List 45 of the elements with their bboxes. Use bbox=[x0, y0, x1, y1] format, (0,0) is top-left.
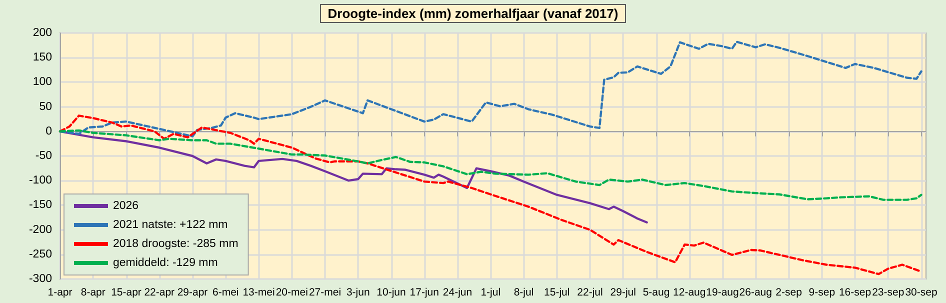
x-tick-label: 5-aug bbox=[642, 286, 670, 298]
y-tick-label: 150 bbox=[32, 52, 52, 64]
y-tick-label: -250 bbox=[28, 248, 52, 260]
x-tick-label: 22-apr bbox=[144, 286, 176, 298]
x-tick-label: 13-mei bbox=[242, 286, 275, 298]
x-tick-label: 27-mei bbox=[308, 286, 342, 298]
x-tick-label: 20-mei bbox=[276, 286, 308, 298]
x-tick-label: 26-aug bbox=[739, 286, 772, 298]
x-tick-label: 17-jun bbox=[410, 286, 440, 298]
legend-label: gemiddeld: -129 mm bbox=[113, 257, 218, 269]
x-tick-label: 30-sep bbox=[905, 286, 938, 298]
x-tick-label: 12-aug bbox=[673, 286, 706, 298]
legend-label: 2021 natste: +122 mm bbox=[113, 219, 228, 231]
y-tick-label: -300 bbox=[28, 273, 52, 285]
x-tick-label: 8-apr bbox=[80, 286, 106, 298]
y-tick-label: 200 bbox=[32, 27, 52, 39]
line-series bbox=[58, 129, 922, 201]
x-tick-label: 29-apr bbox=[177, 286, 208, 298]
x-tick-label: 15-jul bbox=[544, 286, 570, 298]
x-tick-label: 10-jun bbox=[376, 286, 406, 298]
legend-label: 2018 droogste: -285 mm bbox=[113, 238, 238, 250]
y-tick-label: -150 bbox=[28, 199, 52, 212]
x-tick-label: 15-apr bbox=[111, 286, 142, 298]
y-tick-label: -50 bbox=[35, 150, 52, 162]
x-tick-label: 1-jul bbox=[480, 286, 501, 298]
line-series bbox=[58, 114, 922, 276]
x-tick-label: 23-sep bbox=[872, 286, 904, 298]
chart-title: Droogte-index (mm) zomerhalfjaar (vanaf 2017) bbox=[328, 6, 618, 21]
y-tick-label: 0 bbox=[46, 125, 52, 138]
y-tick-label: 100 bbox=[32, 76, 52, 88]
x-tick-label: 9-sep bbox=[808, 286, 836, 298]
y-tick-label: 50 bbox=[39, 100, 52, 113]
x-tick-label: 3-jun bbox=[346, 286, 370, 298]
x-tick-label: 2-sep bbox=[776, 286, 802, 298]
x-tick-label: 29-jul bbox=[610, 286, 636, 298]
x-tick-label: 22-jul bbox=[577, 286, 603, 298]
x-tick-label: 24-jun bbox=[442, 286, 472, 298]
y-tick-label: -200 bbox=[28, 224, 52, 236]
x-tick-label: 16-sep bbox=[838, 286, 872, 298]
y-tick-label: -100 bbox=[28, 174, 52, 187]
legend-label: 2026 bbox=[113, 200, 139, 212]
x-tick-label: 1-apr bbox=[48, 286, 73, 298]
x-tick-label: 8-jul bbox=[514, 286, 534, 298]
x-tick-label: 19-aug bbox=[706, 286, 740, 298]
x-tick-label: 6-mei bbox=[212, 286, 239, 298]
